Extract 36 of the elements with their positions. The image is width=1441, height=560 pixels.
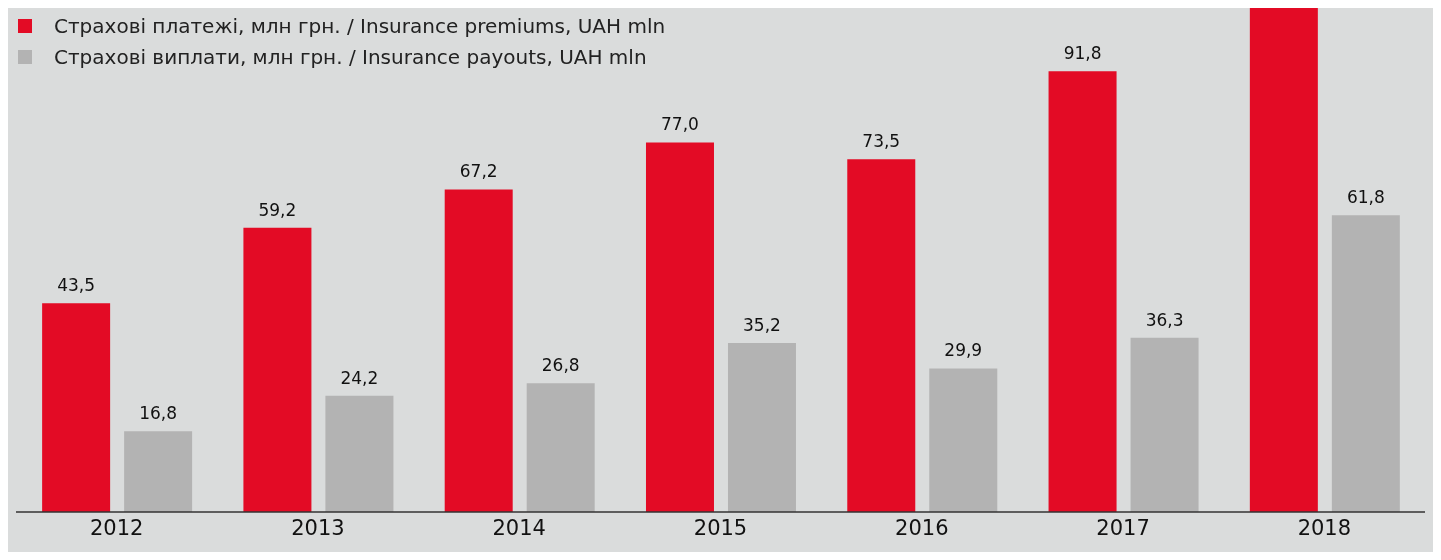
bar — [1130, 337, 1199, 512]
bar — [929, 368, 998, 512]
data-label: 16,8 — [139, 403, 178, 424]
data-label: 24,2 — [340, 367, 379, 388]
x-tick-label: 2016 — [895, 515, 949, 540]
x-tick-label: 2018 — [1297, 515, 1352, 540]
data-label: 61,8 — [1346, 187, 1385, 208]
data-label: 26,8 — [541, 355, 580, 376]
bar — [444, 189, 513, 512]
bar — [727, 343, 796, 512]
bar — [325, 395, 394, 512]
bar — [42, 303, 111, 512]
x-tick-label: 2015 — [693, 515, 748, 540]
bar — [1249, 8, 1318, 512]
data-label: 35,2 — [743, 315, 781, 336]
data-label: 59,2 — [258, 199, 297, 220]
bar — [1331, 215, 1400, 512]
bar — [243, 227, 312, 512]
bar — [1048, 71, 1117, 512]
legend-label: Страхові платежі, млн грн. / Insurance premiums, UAH mln — [54, 13, 666, 38]
x-tick-label: 2014 — [492, 515, 546, 540]
data-label: 67,2 — [459, 161, 498, 182]
data-label: 77,0 — [661, 114, 699, 135]
bar — [526, 383, 595, 512]
data-label: 36,3 — [1145, 309, 1184, 330]
bar — [124, 431, 193, 512]
bar — [645, 142, 714, 512]
data-label: 73,5 — [862, 131, 901, 152]
data-label: 91,8 — [1063, 43, 1102, 64]
data-label: 43,5 — [57, 275, 96, 296]
data-label: 29,9 — [944, 340, 983, 361]
x-tick-label: 2017 — [1096, 515, 1150, 540]
bar — [847, 159, 916, 512]
legend-label: Страхові виплати, млн грн. / Insurance payouts, UAH mln — [54, 44, 647, 69]
x-tick-label: 2013 — [291, 515, 345, 540]
x-tick-label: 2012 — [89, 515, 144, 540]
